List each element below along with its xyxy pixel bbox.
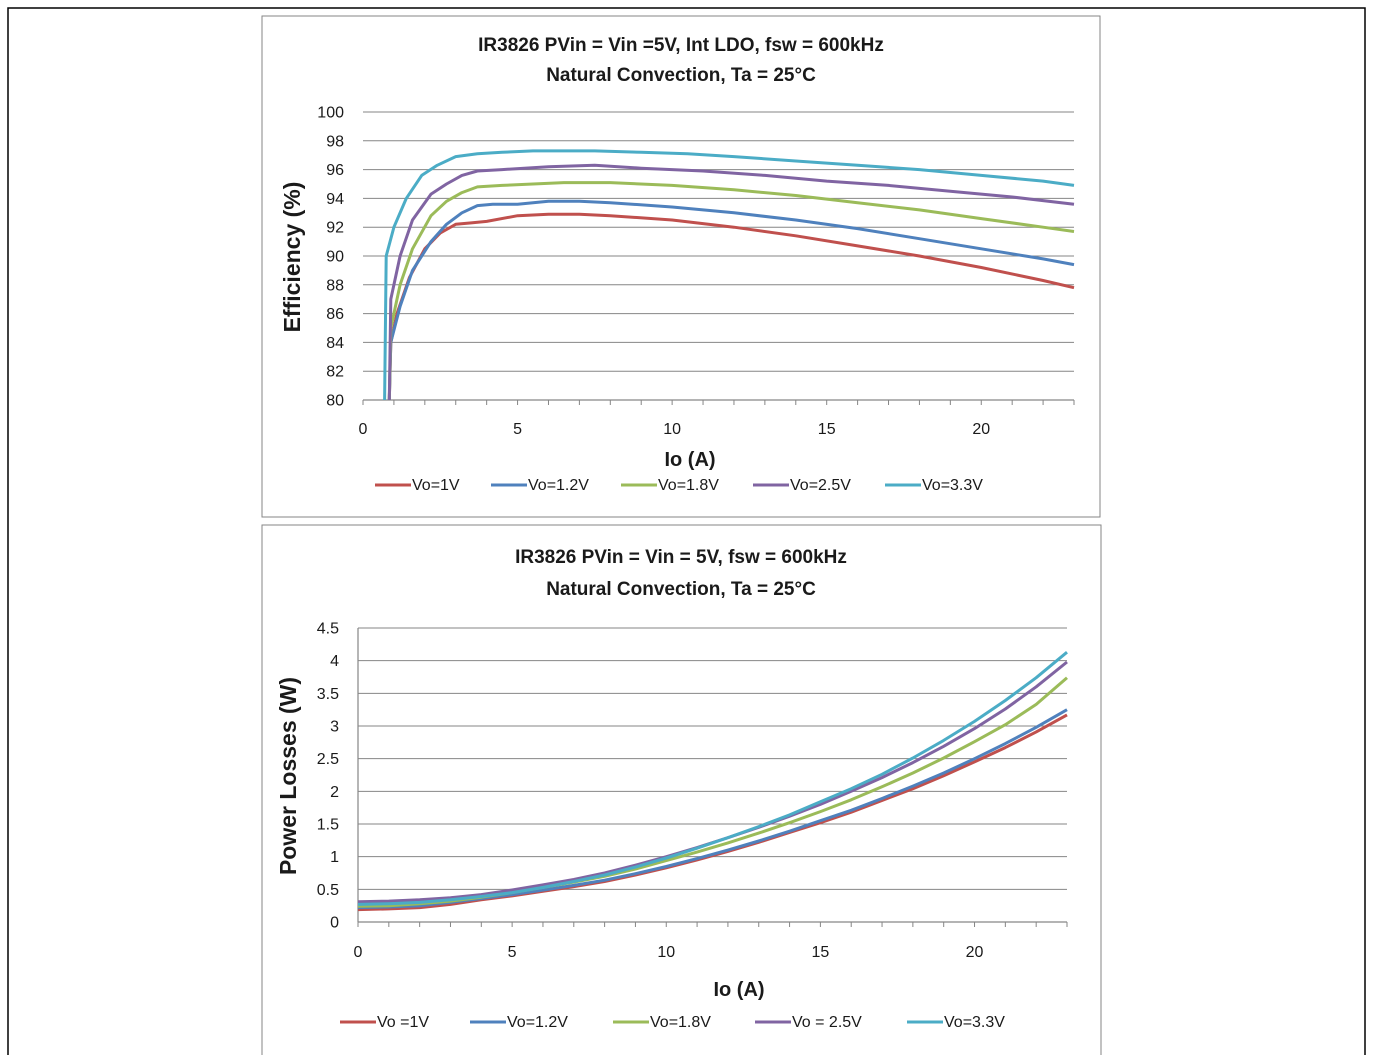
axes xyxy=(362,399,1075,405)
legend-label-2: Vo=1.8V xyxy=(650,1014,711,1031)
series-line-3 xyxy=(387,163,1075,401)
data-series xyxy=(357,651,1068,912)
legend-label-3: Vo = 2.5V xyxy=(792,1014,862,1031)
y-tick-label: 4 xyxy=(330,653,339,670)
legend-label-4: Vo=3.3V xyxy=(944,1014,1005,1031)
y-tick-label: 3.5 xyxy=(317,686,339,703)
y-tick-label: 82 xyxy=(326,364,344,381)
chart-frame xyxy=(261,15,1101,518)
y-tick-label: 3 xyxy=(330,719,339,736)
y-tick-label: 92 xyxy=(326,220,344,237)
y-tick-labels: 80 82 84 86 88 90 92 94 96 98 100 xyxy=(317,105,344,410)
axes xyxy=(357,628,1068,927)
y-tick-label: 84 xyxy=(326,335,344,352)
chart-frame xyxy=(261,524,1102,1055)
y-tick-label: 80 xyxy=(326,393,344,410)
y-tick-label: 88 xyxy=(326,277,344,294)
legend-label-0: Vo=1V xyxy=(412,477,460,494)
y-tick-label: 94 xyxy=(326,191,344,208)
series-line-4 xyxy=(383,149,1075,401)
series-line-2 xyxy=(387,181,1075,401)
y-tick-label: 4.5 xyxy=(317,621,339,638)
y-tick-label: 0 xyxy=(330,915,339,932)
y-tick-label: 90 xyxy=(326,249,344,266)
data-series xyxy=(383,149,1075,401)
y-tick-label: 2.5 xyxy=(317,751,339,768)
x-tick-label: 15 xyxy=(818,421,836,438)
y-tick-label: 100 xyxy=(317,105,344,122)
x-tick-label: 10 xyxy=(663,421,681,438)
x-tick-label: 10 xyxy=(657,944,675,961)
legend-label-0: Vo =1V xyxy=(377,1014,429,1031)
legend: Vo=1V Vo=1.2V Vo=1.8V Vo=2.5V Vo=3.3V xyxy=(375,477,983,494)
legend: Vo =1V Vo=1.2V Vo=1.8V Vo = 2.5V Vo=3.3V xyxy=(340,1014,1005,1031)
chart-subtitle: Natural Convection, Ta = 25°C xyxy=(546,579,816,600)
legend-label-3: Vo=2.5V xyxy=(790,477,851,494)
x-tick-label: 0 xyxy=(359,421,368,438)
chart-subtitle: Natural Convection, Ta = 25°C xyxy=(546,65,816,86)
legend-label-1: Vo=1.2V xyxy=(507,1014,568,1031)
y-tick-label: 0.5 xyxy=(317,882,339,899)
x-tick-label: 15 xyxy=(811,944,829,961)
legend-label-1: Vo=1.2V xyxy=(528,477,589,494)
outer-border xyxy=(7,7,1366,1055)
x-tick-labels: 0 5 10 15 20 xyxy=(354,944,984,961)
y-tick-label: 86 xyxy=(326,306,344,323)
efficiency-chart: IR3826 PVin = Vin =5V, Int LDO, fsw = 60… xyxy=(261,15,1101,518)
x-tick-labels: 0 5 10 15 20 xyxy=(359,421,991,438)
y-tick-label: 98 xyxy=(326,133,344,150)
power-losses-chart: IR3826 PVin = Vin = 5V, fsw = 600kHz Nat… xyxy=(261,524,1102,1055)
x-axis-title: Io (A) xyxy=(713,979,764,1001)
y-axis-title: Efficiency (%) xyxy=(279,182,305,333)
chart-title: IR3826 PVin = Vin = 5V, fsw = 600kHz xyxy=(515,547,847,568)
x-tick-label: 20 xyxy=(972,421,990,438)
legend-label-4: Vo=3.3V xyxy=(922,477,983,494)
chart-title: IR3826 PVin = Vin =5V, Int LDO, fsw = 60… xyxy=(478,35,884,56)
y-axis-title: Power Losses (W) xyxy=(275,677,301,875)
series-line-4 xyxy=(357,651,1068,906)
x-tick-label: 5 xyxy=(513,421,522,438)
y-tick-label: 1 xyxy=(330,849,339,866)
series-line-1 xyxy=(387,199,1075,401)
x-axis-title: Io (A) xyxy=(664,449,715,471)
legend-label-2: Vo=1.8V xyxy=(658,477,719,494)
x-tick-label: 20 xyxy=(966,944,984,961)
y-tick-label: 96 xyxy=(326,162,344,179)
y-tick-label: 1.5 xyxy=(317,817,339,834)
x-tick-label: 5 xyxy=(508,944,517,961)
y-tick-label: 2 xyxy=(330,784,339,801)
y-tick-labels: 0 0.5 1 1.5 2 2.5 3 3.5 4 4.5 xyxy=(317,621,339,932)
x-tick-label: 0 xyxy=(354,944,363,961)
